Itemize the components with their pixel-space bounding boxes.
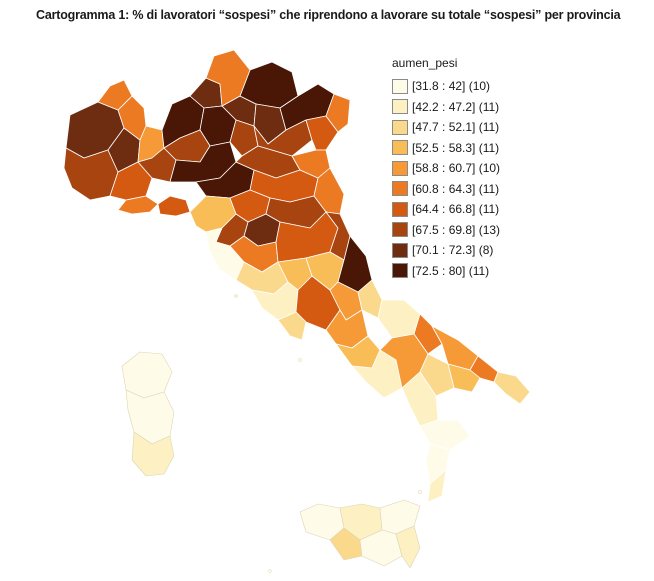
legend-label: [42.2 : 47.2] (11) [412, 99, 500, 114]
province-region [493, 371, 531, 405]
legend-item: [47.7 : 52.1] (11) [392, 117, 500, 138]
island-dot [418, 490, 422, 494]
legend-label: [31.8 : 42] (10) [412, 79, 491, 94]
legend-swatch [392, 242, 408, 258]
legend-swatch [392, 263, 408, 279]
legend-item: [72.5 : 80] (11) [392, 261, 500, 282]
province-region [427, 469, 447, 503]
legend-item: [67.5 : 69.8] (13) [392, 220, 500, 241]
legend-swatch [392, 160, 408, 176]
legend: aumen_pesi [31.8 : 42] (10) [42.2 : 47.2… [392, 56, 500, 281]
legend-swatch [392, 222, 408, 238]
province-region [395, 525, 421, 569]
island-dot [234, 294, 238, 298]
province-region [131, 431, 175, 477]
province-region [125, 389, 175, 445]
legend-label: [60.8 : 64.3] (11) [412, 181, 500, 196]
legend-label: [72.5 : 80] (11) [412, 263, 490, 278]
province-region [157, 195, 191, 217]
legend-label: [64.4 : 66.8] (11) [412, 202, 500, 217]
legend-swatch [392, 201, 408, 217]
province-region [117, 195, 159, 215]
legend-swatch [392, 78, 408, 94]
province-region [205, 49, 251, 107]
legend-item: [70.1 : 72.3] (8) [392, 240, 500, 261]
province-region [97, 79, 133, 111]
legend-title: aumen_pesi [392, 56, 458, 70]
legend-item: [52.5 : 58.3] (11) [392, 138, 500, 159]
legend-swatch [392, 99, 408, 115]
legend-label: [52.5 : 58.3] (11) [412, 140, 500, 155]
legend-item: [58.8 : 60.7] (10) [392, 158, 500, 179]
province-region [377, 299, 421, 339]
legend-label: [67.5 : 69.8] (13) [412, 222, 501, 237]
legend-item: [31.8 : 42] (10) [392, 76, 500, 97]
legend-label: [70.1 : 72.3] (8) [412, 243, 494, 258]
legend-swatch [392, 140, 408, 156]
legend-label: [58.8 : 60.7] (10) [412, 161, 501, 176]
province-region [277, 311, 307, 341]
legend-item: [64.4 : 66.8] (11) [392, 199, 500, 220]
province-region [121, 351, 173, 399]
legend-item: [60.8 : 64.3] (11) [392, 179, 500, 200]
map-title: Cartogramma 1: % di lavoratori “sospesi”… [36, 8, 621, 22]
legend-swatch [392, 119, 408, 135]
province-region [419, 419, 471, 451]
legend-label: [47.7 : 52.1] (11) [412, 120, 500, 135]
province-region [325, 93, 351, 133]
island-dot [268, 569, 272, 573]
legend-swatch [392, 181, 408, 197]
province-region [63, 147, 119, 201]
legend-item: [42.2 : 47.2] (11) [392, 97, 500, 118]
island-dot [298, 358, 302, 362]
